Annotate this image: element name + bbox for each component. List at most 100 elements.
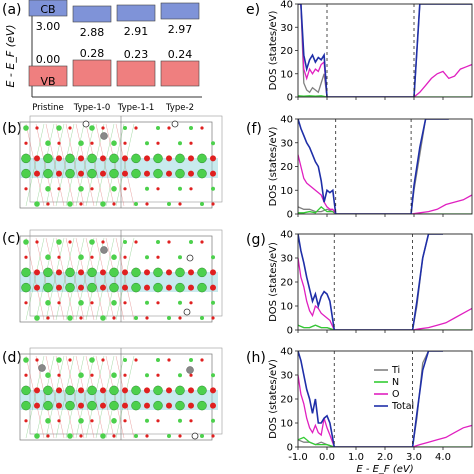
n-atom <box>100 433 106 439</box>
o-atom <box>100 269 106 276</box>
o-atom <box>78 387 84 394</box>
n-atom <box>175 153 185 164</box>
n-atom <box>211 418 215 423</box>
o-atom <box>123 187 127 191</box>
n-atom <box>109 400 119 411</box>
n-atom <box>21 400 31 411</box>
series-line-o <box>298 257 472 330</box>
y-tick-label: 0 <box>287 93 293 104</box>
n-atom <box>78 140 84 146</box>
n-atom <box>89 239 95 245</box>
n-atom <box>134 316 138 320</box>
structure-label: Type-1-1 <box>117 103 154 113</box>
o-atom <box>100 387 106 394</box>
n-atom <box>100 201 106 207</box>
y-tick-label: 0 <box>287 443 293 454</box>
n-atom <box>56 125 62 131</box>
o-atom <box>34 284 40 291</box>
panel-label-g: (g) <box>246 232 266 248</box>
x-tick-label: 4.0 <box>435 452 451 463</box>
o-atom <box>56 284 62 291</box>
bond <box>55 237 75 321</box>
bond <box>55 123 75 207</box>
n-atom <box>167 202 171 206</box>
structure-label: Type-1-0 <box>73 103 110 113</box>
y-tick-label: 10 <box>280 302 293 313</box>
n-atom <box>100 315 106 321</box>
n-atom <box>167 434 171 438</box>
bond <box>95 355 115 439</box>
o-atom <box>78 402 84 409</box>
n-atom <box>175 385 185 396</box>
series-line-o <box>298 4 472 97</box>
n-atom <box>197 282 207 293</box>
vb-box <box>116 60 156 87</box>
o-atom <box>211 434 215 438</box>
cb-box <box>72 5 112 23</box>
series-line-o <box>298 374 472 447</box>
series-line-n <box>298 95 472 97</box>
vb-value: 0.28 <box>80 47 105 60</box>
o-atom <box>134 358 138 362</box>
o-atom <box>188 269 194 276</box>
vacancy-site <box>186 254 194 262</box>
n-atom <box>87 267 97 278</box>
n-atom <box>131 385 141 396</box>
n-atom <box>65 168 75 179</box>
n-atom <box>65 153 75 164</box>
vb-value: 0.00 <box>36 53 61 66</box>
n-atom <box>175 168 185 179</box>
bond <box>95 123 115 207</box>
n-atom <box>131 282 141 293</box>
bond <box>105 123 125 207</box>
o-atom <box>200 358 204 362</box>
n-atom <box>109 385 119 396</box>
o-atom <box>34 269 40 276</box>
vb-box <box>160 60 200 87</box>
n-atom <box>89 125 95 131</box>
legend-entry: N <box>392 377 399 388</box>
n-atom <box>153 385 163 396</box>
structure-type-1-0 <box>19 115 223 209</box>
n-atom <box>45 372 51 379</box>
x-tick-label: 1.0 <box>348 452 364 463</box>
panel-label-e: e) <box>246 2 260 18</box>
cb-box <box>160 2 200 20</box>
o-atom <box>188 284 194 291</box>
o-atom <box>100 284 106 291</box>
o-atom <box>189 141 193 145</box>
vacancy-site <box>171 120 179 128</box>
o-atom <box>68 240 72 244</box>
n-atom <box>109 282 119 293</box>
n-atom <box>197 168 207 179</box>
o-atom <box>90 301 94 305</box>
structure-label: Type-2 <box>165 103 194 113</box>
cb-box <box>28 0 68 17</box>
y-axis-label: DOS (states/eV) <box>268 359 279 439</box>
bond <box>45 237 65 321</box>
series-line-n <box>298 206 472 214</box>
o-atom <box>24 255 28 259</box>
series-line-total <box>298 234 443 330</box>
cb-box <box>116 4 156 22</box>
o-atom <box>144 155 150 162</box>
o-atom <box>166 155 172 162</box>
o-atom <box>167 358 171 362</box>
bond <box>55 355 75 439</box>
y-tick-label: 40 <box>280 0 293 11</box>
o-atom <box>101 126 105 130</box>
n-atom <box>167 316 171 320</box>
y-axis-label: DOS (states/eV) <box>268 242 279 322</box>
o-atom <box>79 202 83 206</box>
series-line-ti <box>298 4 472 97</box>
n-atom <box>87 153 97 164</box>
o-atom <box>189 301 193 305</box>
n-atom <box>178 300 182 305</box>
vb-box <box>28 65 68 87</box>
n-atom <box>65 282 75 293</box>
o-atom <box>166 170 172 177</box>
panel-label-f: (f) <box>246 121 262 137</box>
legend-entry: Ti <box>391 365 400 376</box>
